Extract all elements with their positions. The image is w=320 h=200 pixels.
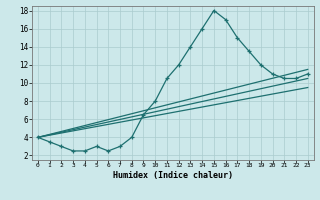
X-axis label: Humidex (Indice chaleur): Humidex (Indice chaleur) — [113, 171, 233, 180]
